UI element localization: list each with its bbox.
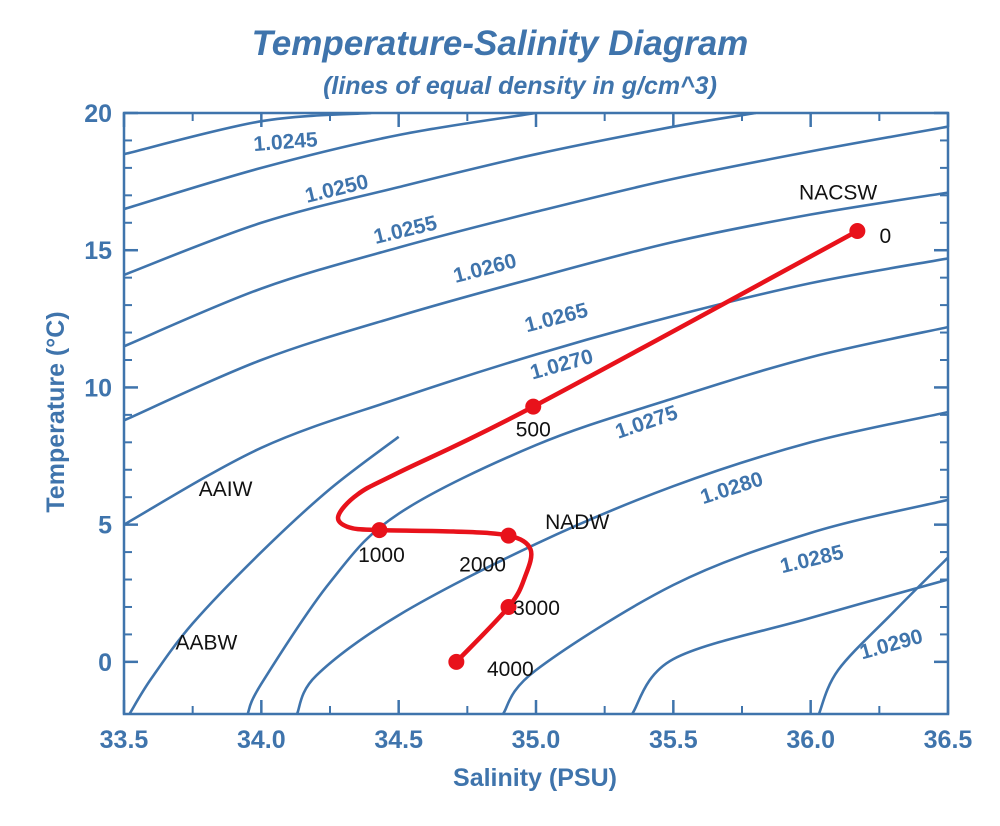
chart-subtitle: (lines of equal density in g/cm^3): [323, 72, 717, 100]
water-mass-label: AABW: [175, 632, 237, 655]
axis-ticks: 33.5 34.0 34.5 35.0 35.5 36.0 36.5 0 5 10 15 20: [84, 100, 972, 754]
profile-point: [849, 223, 866, 240]
profile-point: [525, 398, 542, 415]
depth-label: 3000: [513, 597, 560, 620]
y-tick-label: 15: [84, 237, 112, 265]
profile-point: [500, 527, 517, 544]
profile-point: [371, 522, 388, 539]
isopycnal-label: 1.0265: [522, 299, 590, 338]
x-tick-label: 36.0: [786, 726, 835, 754]
x-axis-label: Salinity (PSU): [453, 764, 617, 792]
chart-title: Temperature-Salinity Diagram: [251, 24, 749, 63]
x-tick-label: 33.5: [100, 726, 149, 754]
isopycnal-line: [124, 113, 537, 211]
profile-point: [500, 598, 517, 615]
isopycnal-label: 1.0290: [857, 625, 925, 664]
isopycnal-line: [124, 257, 948, 526]
isopycnal-label: 1.0255: [371, 211, 439, 248]
isopycnal-label: 1.0285: [778, 541, 846, 578]
depth-label: 0: [880, 225, 892, 248]
isopycnal-line: [295, 410, 948, 714]
x-tick-label: 35.5: [649, 726, 698, 754]
water-mass-label: NADW: [545, 511, 609, 534]
y-tick-label: 10: [84, 374, 112, 402]
isopycnal-line: [631, 578, 948, 714]
isopycnal-label: 1.0245: [253, 128, 319, 156]
x-tick-label: 34.5: [374, 726, 423, 754]
y-tick-label: 20: [84, 100, 112, 128]
isopycnal-line: [124, 113, 756, 277]
y-tick-label: 0: [98, 649, 112, 677]
depth-label: 500: [516, 419, 551, 442]
profile-series: 0 500 1000 2000 3000 4000: [335, 223, 892, 681]
profile-point: [448, 653, 465, 670]
isopycnal-line: [124, 125, 948, 348]
isopycnal-line: [124, 191, 948, 422]
isopycnal-line: [817, 556, 948, 714]
x-tick-label: 34.0: [237, 726, 286, 754]
x-tick-label: 36.5: [924, 726, 973, 754]
x-tick-label: 35.0: [512, 726, 561, 754]
isopycnal-line: [501, 498, 948, 714]
depth-label: 4000: [487, 658, 534, 681]
isopycnal-lines: [124, 113, 948, 714]
isopycnal-line: [128, 435, 400, 714]
water-mass-label: AAIW: [199, 478, 253, 501]
profile-line: [335, 228, 860, 665]
isopycnal-line: [246, 325, 948, 714]
y-axis-label: Temperature (°C): [42, 311, 70, 512]
isopycnal-labels: 1.02451.02501.02551.02601.02651.02701.02…: [253, 128, 926, 664]
water-mass-label: NACSW: [799, 182, 877, 205]
depth-label: 2000: [459, 554, 506, 577]
depth-label: 1000: [358, 544, 405, 567]
annotations: NACSW AAIW NADW AABW: [175, 182, 877, 655]
y-tick-label: 5: [98, 512, 112, 540]
isopycnal-label: 1.0260: [451, 249, 519, 287]
